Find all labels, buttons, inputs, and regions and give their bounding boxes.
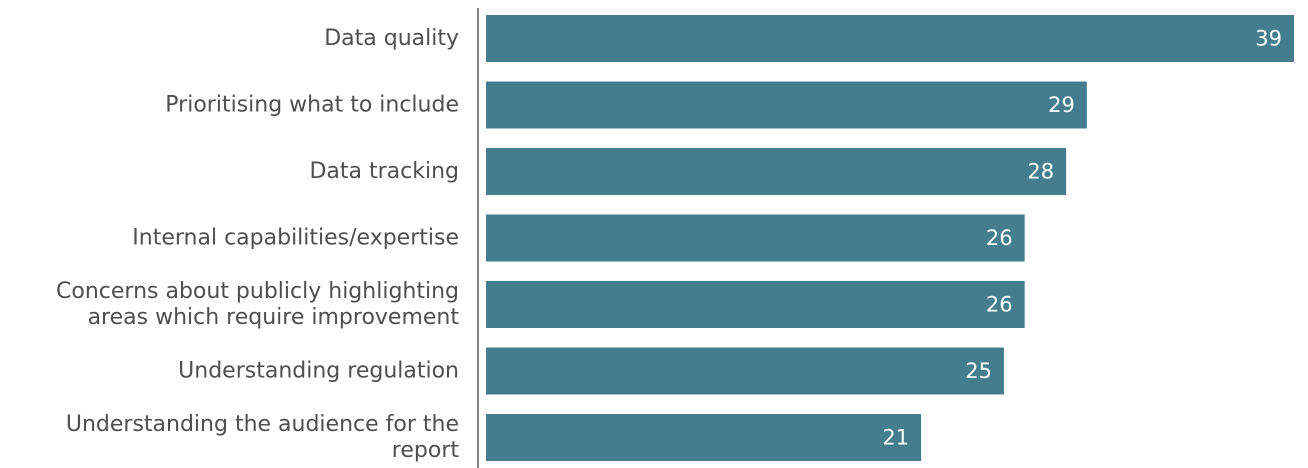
- category-label-6-line-1: report: [392, 438, 460, 463]
- category-label-1: Prioritising what to include: [165, 93, 459, 118]
- bar-6: [486, 414, 922, 461]
- category-label-0-line-0: Data quality: [324, 26, 459, 51]
- value-label-5: 25: [965, 359, 992, 383]
- value-label-3: 26: [986, 226, 1013, 250]
- value-label-4: 26: [986, 293, 1013, 317]
- value-label-1: 29: [1048, 93, 1075, 117]
- category-label-3-line-0: Internal capabilities/expertise: [132, 226, 459, 251]
- category-label-6-line-0: Understanding the audience for the: [66, 412, 459, 437]
- category-label-5: Understanding regulation: [178, 359, 459, 384]
- category-label-1-line-0: Prioritising what to include: [165, 93, 459, 118]
- bar-0: [486, 15, 1294, 62]
- value-label-6: 21: [882, 426, 909, 450]
- bar-3: [486, 214, 1025, 262]
- value-label-2: 28: [1027, 160, 1054, 184]
- category-label-2: Data tracking: [309, 159, 459, 184]
- bars-group: [486, 15, 1294, 461]
- category-labels-group: Data quality Prioritising what to include…: [56, 26, 459, 463]
- category-label-5-line-0: Understanding regulation: [178, 359, 459, 384]
- category-label-6: Understanding the audience for the report: [66, 412, 460, 463]
- category-label-4-line-1: areas which require improvement: [88, 305, 460, 330]
- bar-1: [486, 81, 1087, 129]
- value-label-0: 39: [1255, 27, 1282, 51]
- category-label-3: Internal capabilities/expertise: [132, 226, 459, 251]
- category-label-4: Concerns about publicly highlighting area…: [56, 279, 459, 330]
- bar-4: [486, 281, 1025, 328]
- bar-2: [486, 148, 1067, 195]
- category-label-0: Data quality: [324, 26, 459, 51]
- category-label-2-line-0: Data tracking: [309, 159, 459, 184]
- category-label-4-line-0: Concerns about publicly highlighting: [56, 279, 459, 304]
- bar-5: [486, 347, 1004, 395]
- value-labels-group: 39 29 28 26 26 25 21: [882, 27, 1282, 450]
